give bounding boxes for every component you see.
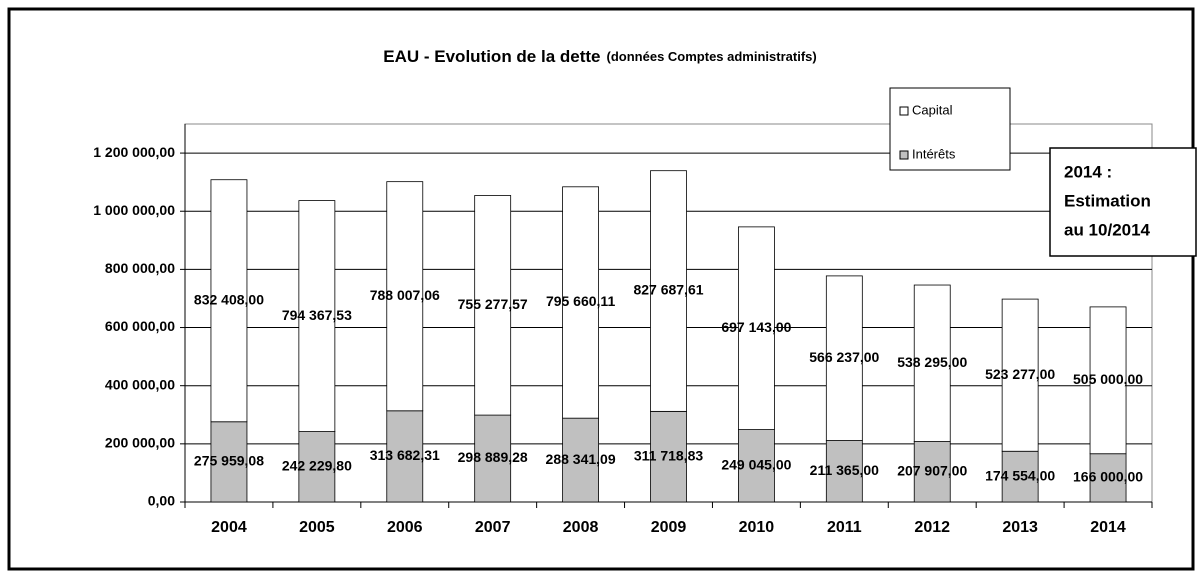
annotation-line: au 10/2014 bbox=[1064, 220, 1151, 239]
x-tick-label: 2005 bbox=[299, 519, 335, 536]
x-tick-label: 2013 bbox=[1002, 519, 1038, 536]
annotation-line: 2014 : bbox=[1064, 162, 1112, 181]
bar-segment bbox=[1089, 453, 1127, 503]
bar-segment bbox=[386, 181, 424, 412]
bar-segment bbox=[562, 186, 599, 419]
bar-segment bbox=[738, 226, 775, 430]
x-tick-label: 2011 bbox=[827, 519, 862, 536]
chart-subtitle: (données Comptes administratifs) bbox=[607, 49, 817, 64]
bar-segment bbox=[386, 410, 424, 503]
annotation-box bbox=[1049, 147, 1197, 257]
bar-segment bbox=[1001, 450, 1039, 503]
data-label: 298 889,28 bbox=[458, 449, 528, 465]
bar-segment bbox=[210, 421, 248, 503]
x-tick-label: 2008 bbox=[563, 519, 599, 536]
legend-swatch bbox=[899, 150, 909, 160]
y-tick-label: 800 000,00 bbox=[105, 260, 175, 276]
legend-swatch bbox=[899, 106, 909, 116]
x-tick-label: 2010 bbox=[739, 519, 775, 536]
chart-title: EAU - Evolution de la dette bbox=[383, 47, 600, 66]
data-label: 505 000,00 bbox=[1073, 371, 1143, 387]
bar-segment bbox=[825, 440, 863, 503]
data-label: 566 237,00 bbox=[809, 349, 879, 365]
data-label: 697 143,00 bbox=[721, 319, 791, 335]
data-label: 788 007,06 bbox=[370, 287, 440, 303]
bar-segment bbox=[650, 170, 687, 412]
x-tick-label: 2004 bbox=[211, 519, 247, 536]
data-label: 207 907,00 bbox=[897, 462, 967, 478]
bar-segment bbox=[913, 441, 951, 503]
y-tick-label: 1 200 000,00 bbox=[93, 144, 175, 160]
chart-title-group: EAU - Evolution de la dette (données Comp… bbox=[383, 47, 816, 66]
data-label: 242 229,80 bbox=[282, 457, 352, 473]
data-label: 523 277,00 bbox=[985, 366, 1055, 382]
data-label: 311 718,83 bbox=[634, 447, 704, 463]
annotation-line: Estimation bbox=[1064, 191, 1151, 210]
legend-box bbox=[889, 87, 1011, 171]
bar-segment bbox=[298, 431, 336, 503]
x-tick-label: 2006 bbox=[387, 519, 423, 536]
x-tick-label: 2012 bbox=[914, 519, 950, 536]
data-label: 275 959,08 bbox=[194, 453, 264, 469]
data-label: 538 295,00 bbox=[897, 354, 967, 370]
data-label: 827 687,61 bbox=[633, 282, 703, 298]
y-tick-label: 1 000 000,00 bbox=[93, 202, 175, 218]
bar-segment bbox=[913, 284, 951, 442]
data-label: 249 045,00 bbox=[721, 456, 791, 472]
data-label: 795 660,11 bbox=[546, 293, 616, 309]
data-label: 794 367,53 bbox=[282, 307, 352, 323]
bar-segment bbox=[650, 410, 687, 503]
legend-label: Intérêts bbox=[912, 146, 956, 161]
bar-segment bbox=[738, 429, 775, 503]
x-tick-label: 2014 bbox=[1090, 519, 1126, 536]
legend-label: Capital bbox=[912, 102, 953, 117]
data-label: 313 682,31 bbox=[370, 447, 440, 463]
y-tick-label: 600 000,00 bbox=[105, 318, 175, 334]
data-label: 174 554,00 bbox=[985, 467, 1055, 483]
bar-segment bbox=[1089, 306, 1127, 455]
bar-segment bbox=[298, 200, 336, 432]
data-label: 755 277,57 bbox=[458, 296, 528, 312]
bar-segment bbox=[562, 417, 599, 503]
bar-segment bbox=[474, 414, 512, 503]
bar-segment bbox=[210, 179, 248, 423]
bar-segment bbox=[825, 275, 863, 441]
data-label: 166 000,00 bbox=[1073, 469, 1143, 485]
y-tick-label: 400 000,00 bbox=[105, 376, 175, 392]
data-label: 832 408,00 bbox=[194, 291, 264, 307]
data-label: 288 341,09 bbox=[546, 451, 616, 467]
y-tick-label: 0,00 bbox=[148, 493, 175, 509]
data-label: 211 365,00 bbox=[810, 462, 880, 478]
x-tick-label: 2007 bbox=[475, 519, 511, 536]
y-tick-label: 200 000,00 bbox=[105, 435, 175, 451]
x-tick-label: 2009 bbox=[651, 519, 687, 536]
bar-segment bbox=[1001, 298, 1039, 452]
bar-segment bbox=[474, 195, 512, 416]
